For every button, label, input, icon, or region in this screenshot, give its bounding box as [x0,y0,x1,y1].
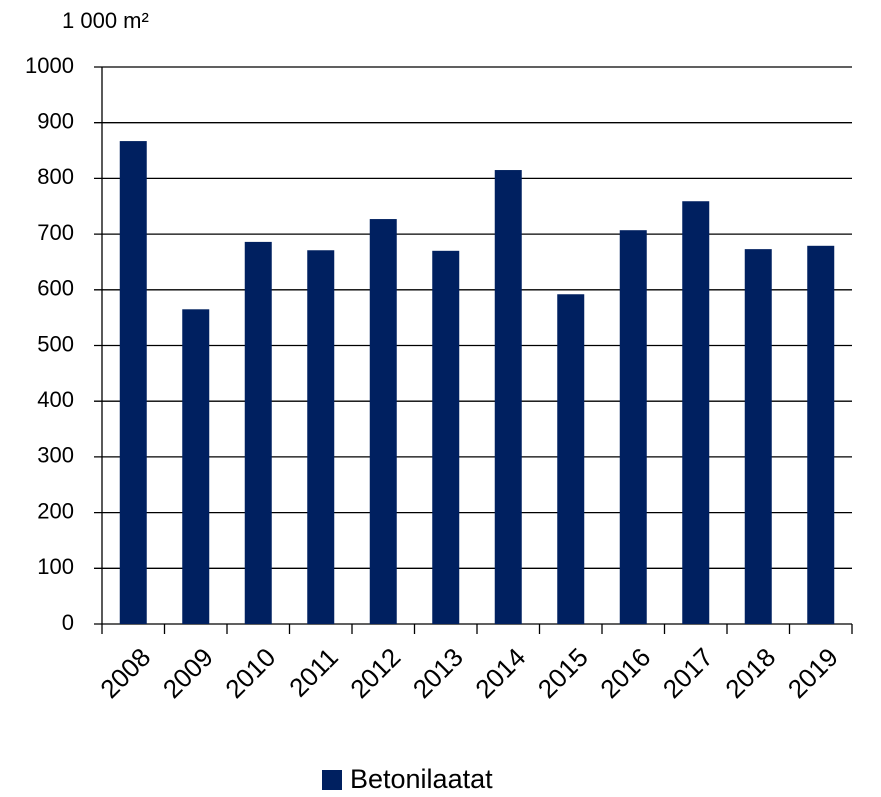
x-tick-label: 2018 [719,642,781,704]
x-tick-label: 2013 [407,642,469,704]
bar [619,230,647,625]
y-tick-label: 1000 [25,53,74,78]
y-tick-label: 600 [37,276,74,301]
x-tick-label: 2012 [344,642,406,704]
bar [369,219,397,624]
y-tick-label: 900 [37,109,74,134]
x-tick-label: 2017 [657,642,719,704]
bar [557,294,585,624]
y-tick-label: 700 [37,220,74,245]
bar [682,201,710,624]
x-tick-label: 2010 [219,642,281,704]
x-tick-label: 2011 [283,642,344,703]
y-tick-label: 300 [37,443,74,468]
bar [119,141,147,624]
bar [307,250,335,625]
x-tick-label: 2015 [532,642,594,704]
x-tick-label: 2016 [594,642,656,704]
x-tick-label: 2014 [469,642,531,704]
legend-label: Betonilaatat [350,764,493,794]
bar [244,241,272,624]
bar [494,170,522,625]
bar [182,309,210,624]
bar [807,245,835,624]
y-tick-label: 100 [37,554,74,579]
x-tick-label: 2019 [782,642,844,704]
x-tick-label: 2008 [94,642,156,704]
bar [744,249,772,625]
y-tick-label: 0 [62,610,74,635]
legend-swatch [322,770,342,790]
y-tick-label: 500 [37,331,74,356]
x-tick-label: 2009 [157,642,219,704]
y-tick-label: 400 [37,387,74,412]
y-tick-label: 200 [37,498,74,523]
y-axis-unit: 1 000 m² [62,8,149,33]
bar [432,250,460,624]
y-tick-label: 800 [37,164,74,189]
